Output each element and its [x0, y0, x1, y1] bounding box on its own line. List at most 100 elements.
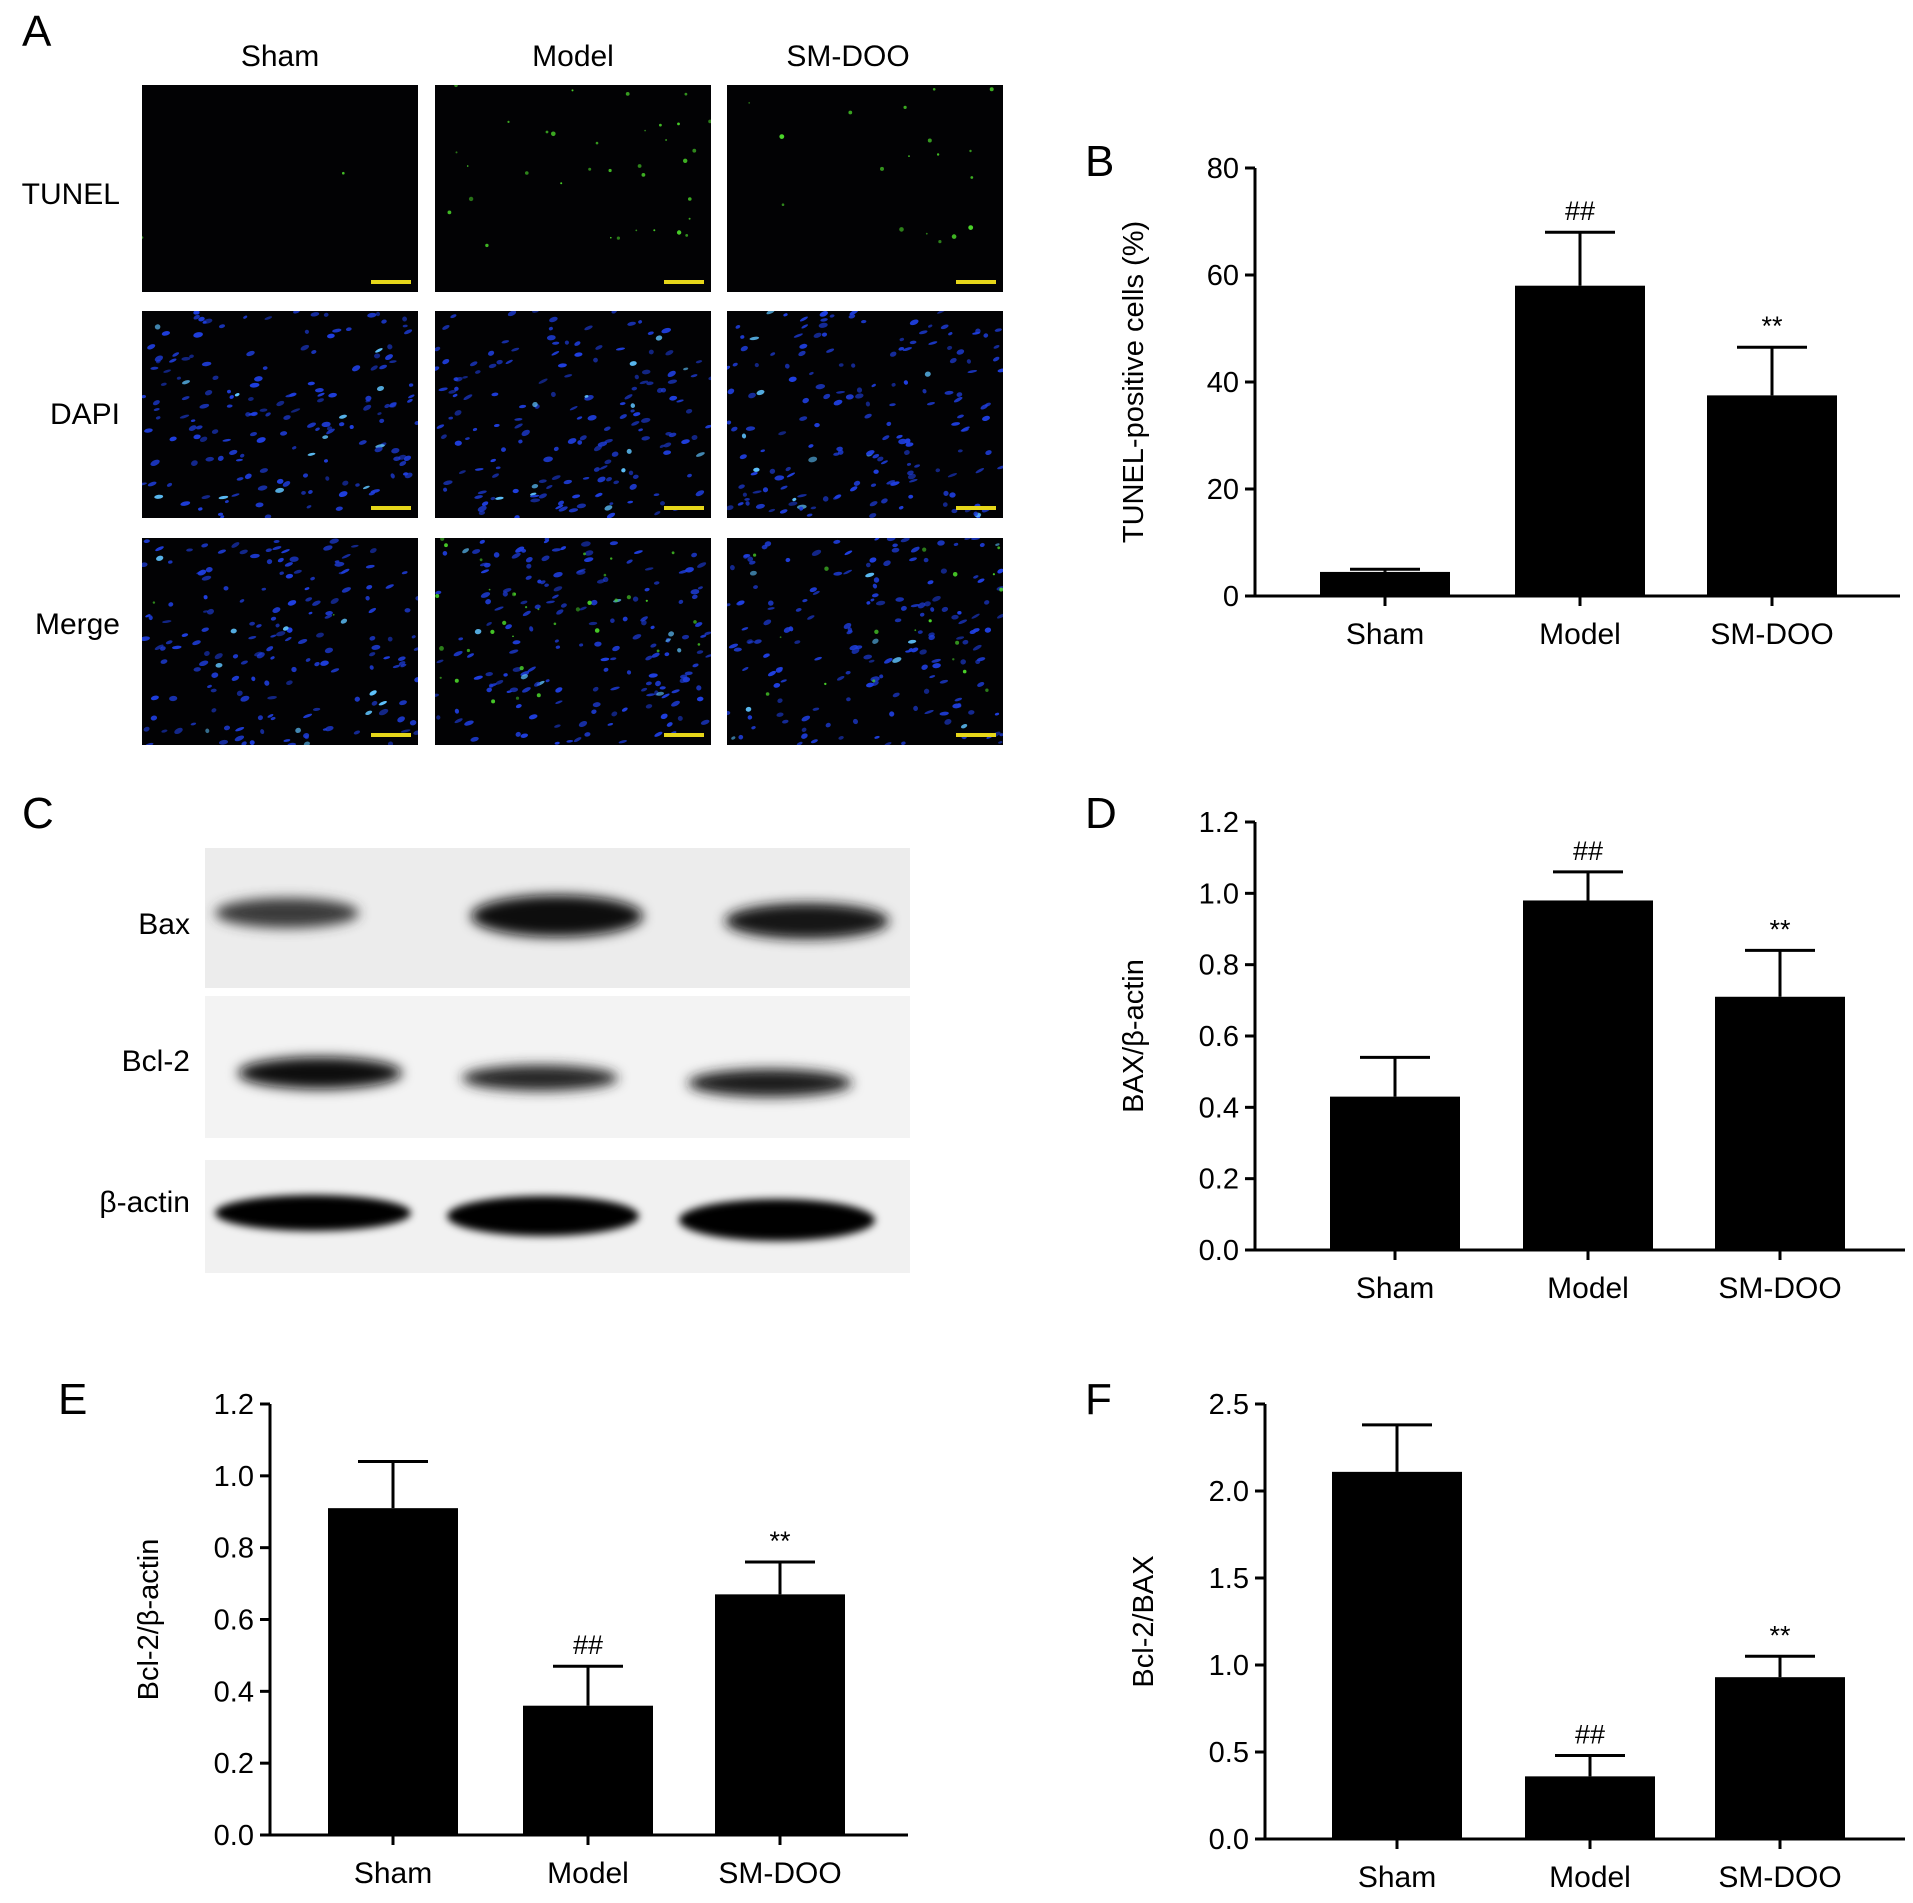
y-tick-label: 1.0	[1199, 878, 1239, 910]
scale-bar	[664, 280, 704, 284]
significance-label: ##	[1575, 1719, 1605, 1749]
significance-label: **	[769, 1526, 791, 1556]
micrograph-merge-model	[435, 538, 711, 745]
x-tick-label: SM-DOO	[1710, 618, 1833, 651]
y-tick-label: 0	[1223, 581, 1239, 613]
panel-label-f: F	[1085, 1375, 1112, 1424]
band-bcl2-sham	[238, 1057, 402, 1089]
y-tick-label: 0.0	[214, 1820, 254, 1852]
y-axis-title: TUNEL-positive cells (%)	[1118, 221, 1150, 543]
x-tick-label: Model	[1547, 1272, 1629, 1305]
panel-label-a: A	[22, 7, 52, 56]
band-bax-sm-doo	[725, 903, 889, 939]
micrograph-tunel-sham	[142, 85, 418, 292]
x-tick-label: Sham	[1346, 618, 1424, 651]
band-actin-sm-doo	[679, 1199, 875, 1241]
y-tick-label: 1.0	[1209, 1650, 1249, 1682]
bar-sham	[328, 1508, 458, 1835]
scale-bar	[956, 280, 996, 284]
y-axis-title: Bcl-2/β-actin	[133, 1539, 165, 1701]
y-tick-label: 1.5	[1209, 1563, 1249, 1595]
panel-label-b: B	[1085, 137, 1115, 186]
y-tick-label: 2.5	[1209, 1389, 1249, 1421]
x-tick-label: Sham	[1358, 1861, 1436, 1894]
column-header-model: Model	[532, 40, 614, 73]
y-tick-label: 2.0	[1209, 1476, 1249, 1508]
blot-label-beta-actin: β-actin	[99, 1186, 190, 1219]
chart-e: 0.0 0.2 0.4 0.6 0.8 1.0 1.2 Bcl-2/β-actin Sham ##…	[133, 1389, 908, 1890]
scale-bar	[664, 733, 704, 737]
band-bcl2-model	[462, 1065, 618, 1091]
blot-label-bcl2: Bcl-2	[121, 1045, 190, 1078]
y-tick-label: 0.0	[1209, 1824, 1249, 1856]
bar-sm-doo	[1715, 1677, 1845, 1839]
scale-bar	[956, 506, 996, 510]
y-tick-label: 0.2	[1199, 1164, 1239, 1196]
significance-label: **	[1769, 914, 1791, 944]
scale-bar	[664, 506, 704, 510]
column-header-sham: Sham	[240, 40, 320, 73]
bar-model	[1525, 1776, 1655, 1839]
y-tick-label: 1.2	[1199, 807, 1239, 839]
row-header-merge: Merge	[34, 608, 120, 641]
micrograph-dapi-sham	[142, 311, 418, 518]
chart-b: 0 20 40 60 80 TUNEL-positive cells (%) Sham ## M…	[1118, 153, 1900, 651]
chart-f: 0.0 0.5 1.0 1.5 2.0 2.5 Bcl-2/BAX Sham ## Model **…	[1128, 1389, 1905, 1894]
x-tick-label: Model	[1539, 618, 1621, 651]
y-tick-label: 80	[1207, 153, 1239, 185]
panel-label-d: D	[1085, 789, 1117, 838]
significance-label: ##	[1565, 196, 1595, 226]
blot-image	[205, 848, 910, 1273]
y-tick-label: 0.4	[214, 1676, 254, 1708]
y-tick-label: 20	[1207, 474, 1239, 506]
micrograph-tunel-sm-doo	[727, 85, 1003, 292]
x-tick-label: SM-DOO	[718, 1857, 841, 1890]
band-bax-sham	[215, 898, 359, 928]
significance-label: ##	[573, 1630, 603, 1660]
panel-label-e: E	[58, 1375, 88, 1424]
y-tick-label: 40	[1207, 367, 1239, 399]
y-tick-label: 0.6	[1199, 1021, 1239, 1053]
bar-model	[1515, 285, 1645, 596]
significance-label: **	[1761, 311, 1783, 341]
micrograph-dapi-sm-doo	[727, 311, 1003, 518]
panel-label-c: C	[22, 789, 54, 838]
y-tick-label: 0.0	[1199, 1235, 1239, 1267]
column-header-sm-doo: SM-DOO	[786, 40, 910, 73]
bar-sham	[1330, 1096, 1460, 1250]
x-tick-label: Model	[1549, 1861, 1631, 1894]
micrograph-dapi-model	[435, 311, 711, 518]
micrograph-merge-sm-doo	[727, 538, 1003, 745]
scale-bar	[371, 280, 411, 284]
bar-sham	[1332, 1471, 1462, 1839]
bar-sm-doo	[715, 1594, 845, 1835]
row-header-dapi: DAPI	[49, 398, 120, 431]
band-actin-sham	[215, 1195, 411, 1231]
bar-model	[1523, 900, 1653, 1250]
x-tick-label: SM-DOO	[1718, 1272, 1841, 1305]
scale-bar	[956, 733, 996, 737]
micrograph-tunel-model	[435, 85, 711, 292]
x-tick-label: Model	[547, 1857, 629, 1890]
bar-sm-doo	[1707, 395, 1837, 596]
y-tick-label: 0.4	[1199, 1092, 1239, 1124]
significance-label: **	[1769, 1620, 1791, 1650]
blot-label-bax: Bax	[138, 908, 190, 941]
bar-sm-doo	[1715, 996, 1845, 1250]
chart-d: 0.0 0.2 0.4 0.6 0.8 1.0 1.2 BAX/β-actin Sham ## Mo…	[1118, 807, 1905, 1305]
scale-bar	[371, 733, 411, 737]
y-tick-label: 0.2	[214, 1748, 254, 1780]
x-tick-label: Sham	[354, 1857, 432, 1890]
x-tick-label: Sham	[1356, 1272, 1434, 1305]
scale-bar	[371, 506, 411, 510]
y-tick-label: 0.8	[214, 1533, 254, 1565]
y-tick-label: 0.6	[214, 1605, 254, 1637]
y-axis-title: BAX/β-actin	[1118, 959, 1150, 1113]
y-tick-label: 0.5	[1209, 1737, 1249, 1769]
y-tick-label: 60	[1207, 260, 1239, 292]
significance-label: ##	[1573, 836, 1603, 866]
band-bax-model	[471, 895, 643, 937]
x-tick-label: SM-DOO	[1718, 1861, 1841, 1894]
bar-sham	[1320, 571, 1450, 596]
y-tick-label: 1.0	[214, 1461, 254, 1493]
